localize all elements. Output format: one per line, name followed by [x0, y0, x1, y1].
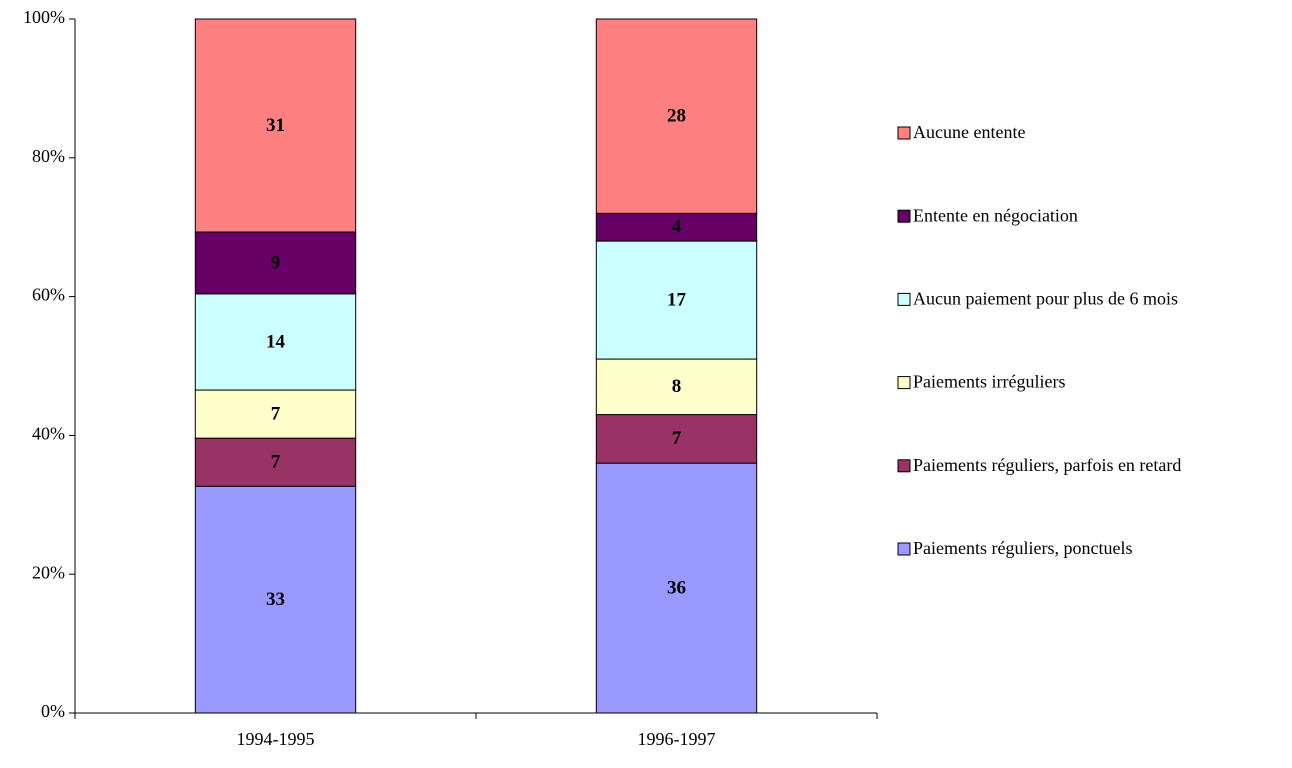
y-tick-label: 60% — [32, 285, 65, 305]
legend-swatch — [897, 209, 911, 223]
legend-swatch — [897, 542, 911, 556]
data-label: 36 — [667, 577, 686, 598]
data-label: 33 — [266, 589, 285, 610]
legend-label: Entente en négociation — [913, 205, 1078, 225]
bar-segment — [194, 389, 357, 439]
y-tick-label: 40% — [32, 424, 65, 444]
legend-label: Aucune entente — [913, 122, 1025, 142]
y-tick-label: 100% — [23, 7, 65, 27]
legend-label: Paiements réguliers, parfois en retard — [913, 455, 1181, 475]
legend-swatch — [897, 126, 911, 140]
legend-swatch — [897, 376, 911, 390]
data-label: 9 — [271, 252, 281, 273]
legend-swatch — [897, 292, 911, 306]
legend-label: Paiements irréguliers — [913, 372, 1065, 392]
legend-swatch — [897, 459, 911, 473]
data-label: 31 — [266, 115, 285, 136]
legend-label: Aucun paiement pour plus de 6 mois — [913, 289, 1178, 309]
legend-label: Paiements réguliers, ponctuels — [913, 538, 1132, 558]
bar-segment — [595, 240, 758, 360]
y-tick-label: 80% — [32, 146, 65, 166]
data-label: 7 — [271, 452, 281, 473]
bar-segment — [194, 293, 357, 391]
bar-segment — [194, 485, 357, 714]
data-label: 7 — [672, 428, 682, 449]
bar-segment — [595, 18, 758, 214]
y-tick-label: 0% — [41, 701, 65, 721]
bar-segment — [194, 18, 357, 233]
x-tick-label: 1994-1995 — [237, 729, 315, 749]
data-label: 17 — [667, 289, 687, 310]
bar-segment — [194, 231, 357, 295]
bar-segment — [194, 437, 357, 487]
bar-segment — [595, 462, 758, 714]
x-tick-label: 1996-1997 — [638, 729, 716, 749]
data-label: 14 — [266, 331, 286, 352]
bar-segment — [595, 414, 758, 464]
data-label: 28 — [667, 106, 686, 127]
bar-segment — [595, 358, 758, 416]
data-label: 8 — [672, 376, 682, 397]
data-label: 4 — [672, 217, 682, 238]
data-label: 7 — [271, 403, 281, 424]
bar-segment — [595, 212, 758, 242]
y-tick-label: 20% — [32, 562, 65, 582]
